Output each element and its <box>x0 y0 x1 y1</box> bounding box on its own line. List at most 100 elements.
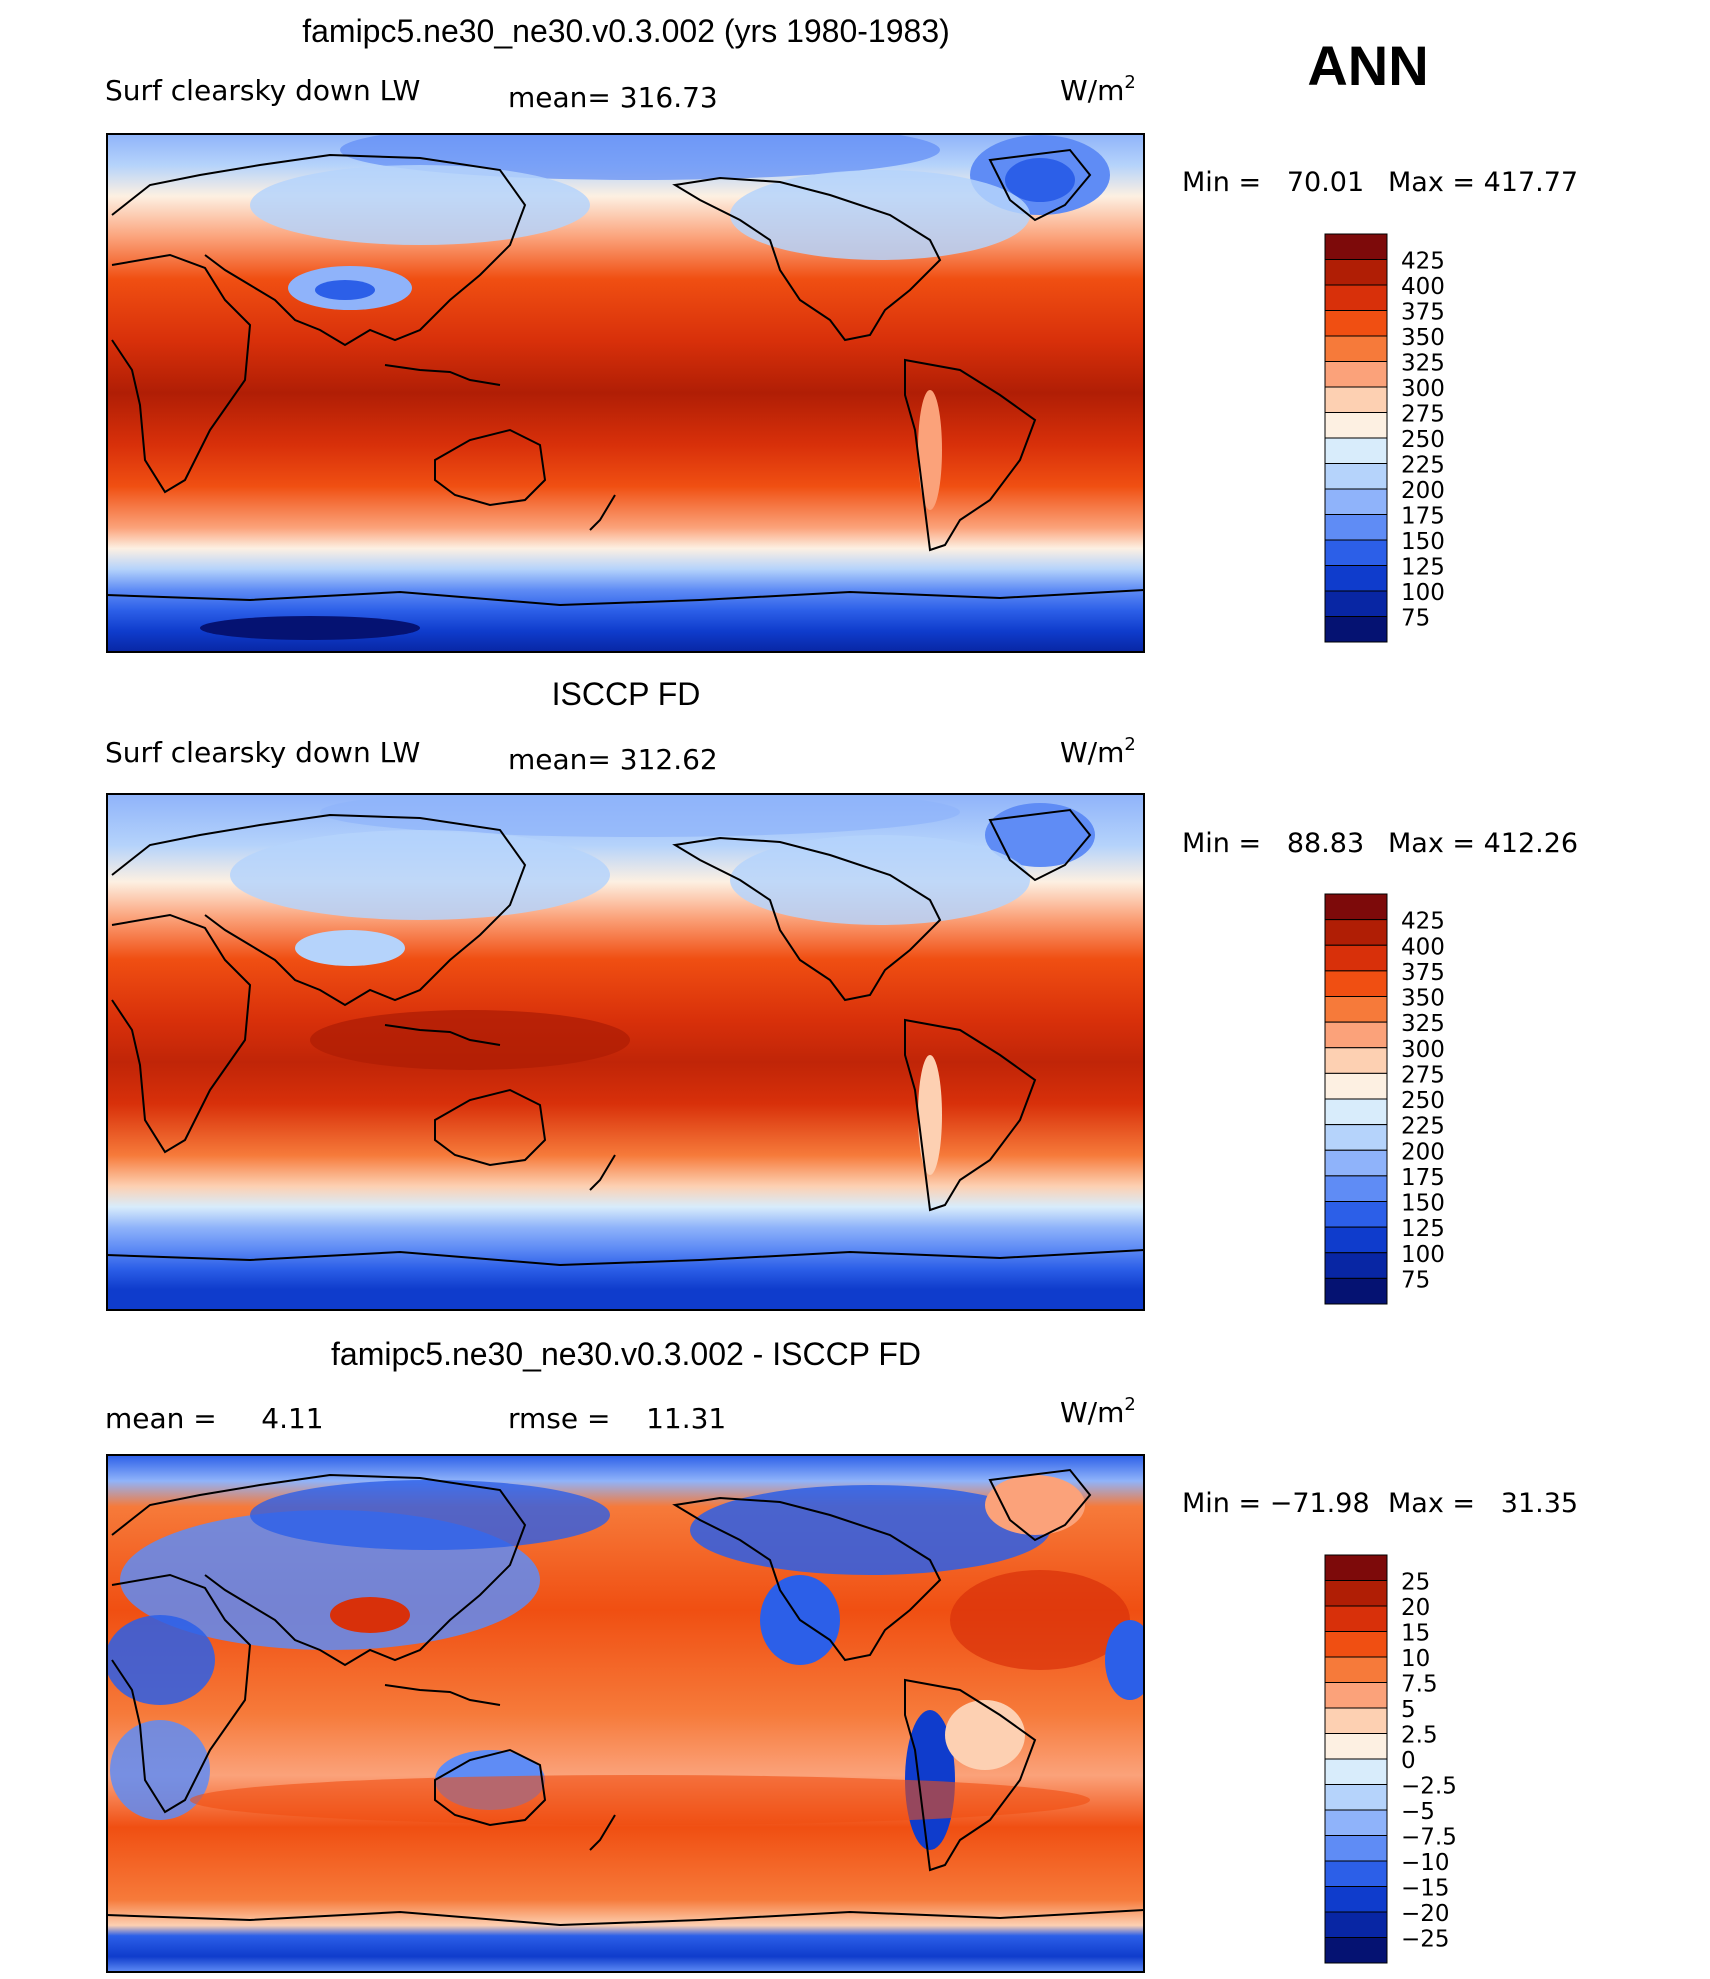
colorbar-swatch <box>1324 565 1388 592</box>
colorbar-swatch <box>1324 996 1388 1023</box>
east-atlantic-negative <box>1105 1620 1144 1700</box>
rmse-label: rmse = 11.31 <box>508 1402 726 1435</box>
units-text: W/m <box>1060 1396 1124 1429</box>
atlantic-positive <box>950 1570 1130 1670</box>
colorbar-tick-label: 75 <box>1401 606 1430 632</box>
siberia-cool <box>230 830 610 920</box>
colorbar-tick-label: 150 <box>1401 529 1445 555</box>
map-model <box>107 134 1144 652</box>
colorbar-swatch <box>1324 233 1388 260</box>
colorbar-swatch <box>1324 1886 1388 1913</box>
colorbar-swatch <box>1324 463 1388 490</box>
siberia-cool <box>250 165 590 245</box>
colorbar-swatch <box>1324 1098 1388 1126</box>
colorbar-tick-label: 425 <box>1401 909 1445 935</box>
colorbar-tick-label: 400 <box>1401 934 1445 960</box>
colorbar-tick-label: 20 <box>1401 1595 1430 1621</box>
north-america-coast <box>672 176 942 342</box>
sahara-negative <box>107 1615 215 1705</box>
antarctica-coast <box>107 589 1144 607</box>
colorbar-tick-label: −7.5 <box>1401 1825 1457 1851</box>
canada-cool <box>730 835 1030 925</box>
colorbar-swatch <box>1324 1580 1388 1607</box>
min-value: Min = 88.83 <box>1182 828 1364 859</box>
colorbar-tick-label: 10 <box>1401 1646 1430 1672</box>
colorbar-tick-label: 350 <box>1401 986 1445 1012</box>
africa-coast <box>111 253 252 494</box>
colorbar-tick-label: 125 <box>1401 1216 1445 1242</box>
colorbar-swatch <box>1324 1682 1388 1709</box>
variable-label: Surf clearsky down LW <box>105 74 420 107</box>
colorbar-tick-label: 200 <box>1401 1139 1445 1165</box>
colorbar-tick-label: 225 <box>1401 1114 1445 1140</box>
eurasia-coast <box>111 813 527 1007</box>
south-africa-negative <box>110 1720 210 1820</box>
units-exponent: 2 <box>1124 72 1135 93</box>
greenland-low <box>985 803 1095 867</box>
colorbar-tick-label: 100 <box>1401 580 1445 606</box>
min-value: Min = 70.01 <box>1182 167 1364 198</box>
southern-ocean-warm <box>190 1775 1090 1825</box>
colorbar-tick-label: 400 <box>1401 274 1445 300</box>
colorbar-tick-label: 350 <box>1401 325 1445 351</box>
colorbar-swatch <box>1324 944 1388 972</box>
colorbar-tick-label: 275 <box>1401 1062 1445 1088</box>
indonesia-coast <box>384 1684 501 1706</box>
colorbar-swatch <box>1324 539 1388 566</box>
colorbar-swatch <box>1324 514 1388 541</box>
colorbar-tick-label: 5 <box>1401 1697 1416 1723</box>
colorbar-swatch <box>1324 616 1388 643</box>
greenland-coast <box>988 808 1092 882</box>
colorbar-tick-label: 200 <box>1401 478 1445 504</box>
greenland-mixed <box>985 1475 1085 1535</box>
colorbar-swatch <box>1324 1021 1388 1049</box>
new-zealand-coast <box>589 1814 616 1851</box>
colorbar-swatch <box>1324 284 1388 311</box>
colorbar-tick-label: 275 <box>1401 402 1445 428</box>
units-label: W/m2 <box>1060 1394 1136 1429</box>
colorbar-tick-label: 25 <box>1401 1570 1430 1596</box>
south-america-coast <box>904 1018 1037 1212</box>
colorbar-swatch <box>1324 1784 1388 1811</box>
panel-title: ISCCP FD <box>552 676 701 712</box>
antarctica-coast <box>107 1909 1144 1927</box>
colorbar-tick-label: 300 <box>1401 1037 1445 1063</box>
colorbar-swatch <box>1324 1911 1388 1938</box>
antarctica-coast <box>107 1249 1144 1267</box>
colorbar-tick-label: 7.5 <box>1401 1672 1438 1698</box>
units-exponent: 2 <box>1124 1394 1135 1415</box>
australia-coast <box>434 428 547 507</box>
colorbar-swatch <box>1324 1072 1388 1100</box>
colorbar-swatch <box>1324 970 1388 997</box>
map-frame <box>106 793 1145 1311</box>
colorbar-swatch <box>1324 1175 1388 1202</box>
panel-model: famipc5.ne30_ne30.v0.3.002 (yrs 1980-198… <box>105 13 1578 653</box>
units-text: W/m <box>1060 74 1124 107</box>
colorbar-swatch <box>1324 1758 1388 1785</box>
colorbar-tick-label: 75 <box>1401 1267 1430 1293</box>
units-exponent: 2 <box>1124 734 1135 755</box>
coastlines <box>107 808 1144 1267</box>
colorbar-tick-label: 225 <box>1401 453 1445 479</box>
colorbar-tick-label: 150 <box>1401 1191 1445 1217</box>
colorbar-tick-label: 325 <box>1401 1011 1445 1037</box>
colorbar-tick-label: −10 <box>1401 1850 1450 1876</box>
colorbar-tick-label: 0 <box>1401 1748 1416 1774</box>
colorbar-swatch <box>1324 1047 1388 1074</box>
colorbar-tick-label: 175 <box>1401 1165 1445 1191</box>
siberia-negative <box>250 1480 610 1550</box>
colorbar-swatch <box>1324 1860 1388 1887</box>
colorbar-swatch <box>1324 1277 1388 1305</box>
north-america-coast <box>672 1496 942 1662</box>
new-zealand-coast <box>589 494 616 531</box>
colorbar-tick-label: −25 <box>1401 1927 1450 1953</box>
colorbar-obs: 4254003753503253002752502252001751501251… <box>1324 893 1445 1305</box>
colorbar-tick-label: 100 <box>1401 1242 1445 1268</box>
colorbar-swatch <box>1324 919 1388 946</box>
colorbar-swatch <box>1324 335 1388 362</box>
panel-title: famipc5.ne30_ne30.v0.3.002 - ISCCP FD <box>331 1336 921 1372</box>
colorbar-swatch <box>1324 1554 1388 1581</box>
africa-coast <box>111 1573 252 1814</box>
